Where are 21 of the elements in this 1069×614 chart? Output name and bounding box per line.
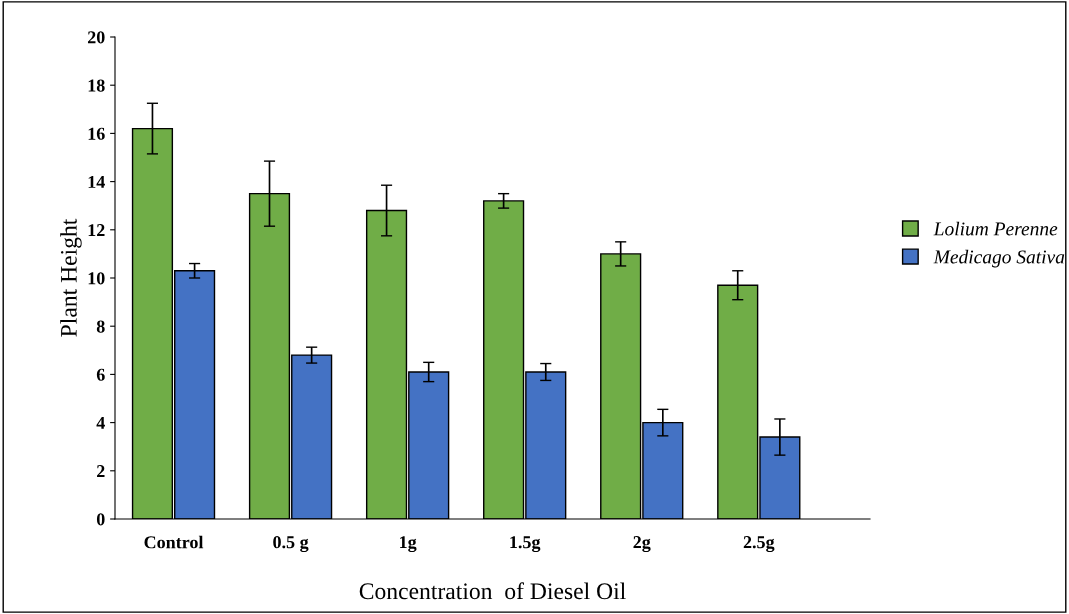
legend-label: Lolium Perenne [933, 221, 1058, 236]
y-tick-label: 6 [96, 368, 105, 381]
y-axis-title: Plant Height [60, 218, 82, 337]
x-tick-label: Control [144, 535, 204, 549]
y-tick-label: 20 [87, 31, 105, 44]
y-tick-label: 10 [88, 272, 105, 285]
x-tick-label: 2.5g [743, 536, 775, 553]
y-tick-label: 12 [88, 224, 105, 237]
x-tick-label: 0.5 g [273, 536, 309, 553]
y-tick-label: 2 [97, 465, 105, 478]
y-tick-label: 14 [88, 175, 105, 188]
y-tick-label: 16 [88, 127, 105, 140]
legend-label: Medicago Sativa [933, 249, 1065, 268]
y-tick-label: 0 [96, 513, 105, 526]
y-tick-label: 4 [96, 416, 105, 429]
y-tick-label: 18 [88, 79, 105, 92]
x-tick-label: 2g [633, 536, 651, 553]
x-axis-title: Concentration of Diesel Oil [359, 582, 626, 600]
y-tick-label: 8 [96, 320, 105, 333]
x-tick-label: 1.5g [510, 536, 541, 553]
x-tick-label: 1g [400, 536, 417, 553]
